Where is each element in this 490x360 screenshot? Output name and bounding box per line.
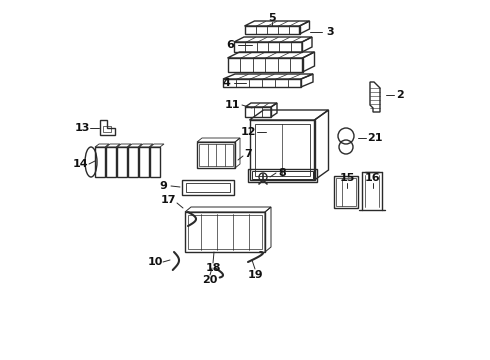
- Bar: [334, 176, 358, 208]
- Text: 18: 18: [205, 263, 221, 273]
- Bar: [95, 147, 105, 177]
- Text: 3: 3: [326, 27, 334, 37]
- Text: 10: 10: [147, 257, 163, 267]
- Text: 14: 14: [72, 159, 88, 169]
- Text: 6: 6: [226, 40, 234, 50]
- Text: 11: 11: [224, 100, 240, 110]
- Bar: [103, 126, 111, 132]
- Bar: [251, 171, 313, 179]
- Text: 17: 17: [160, 195, 176, 205]
- Bar: [336, 178, 356, 206]
- Bar: [182, 180, 234, 195]
- Text: 15: 15: [339, 173, 355, 183]
- Bar: [188, 215, 262, 249]
- Text: 9: 9: [159, 181, 167, 191]
- Text: 7: 7: [244, 149, 252, 159]
- Bar: [199, 144, 233, 166]
- Bar: [128, 147, 138, 177]
- Text: 19: 19: [247, 270, 263, 280]
- Bar: [106, 147, 116, 177]
- Bar: [247, 169, 317, 182]
- Bar: [139, 147, 149, 177]
- Text: 13: 13: [74, 123, 90, 133]
- Bar: [185, 212, 265, 252]
- Bar: [150, 147, 160, 177]
- Bar: [186, 183, 230, 192]
- Text: 16: 16: [365, 173, 381, 183]
- Text: 4: 4: [222, 78, 230, 88]
- Bar: [197, 142, 235, 168]
- Text: 21: 21: [367, 133, 383, 143]
- Text: 5: 5: [268, 13, 276, 23]
- Text: 12: 12: [240, 127, 256, 137]
- Text: 2: 2: [396, 90, 404, 100]
- Text: 20: 20: [202, 275, 218, 285]
- Text: 8: 8: [278, 168, 286, 178]
- Bar: [117, 147, 127, 177]
